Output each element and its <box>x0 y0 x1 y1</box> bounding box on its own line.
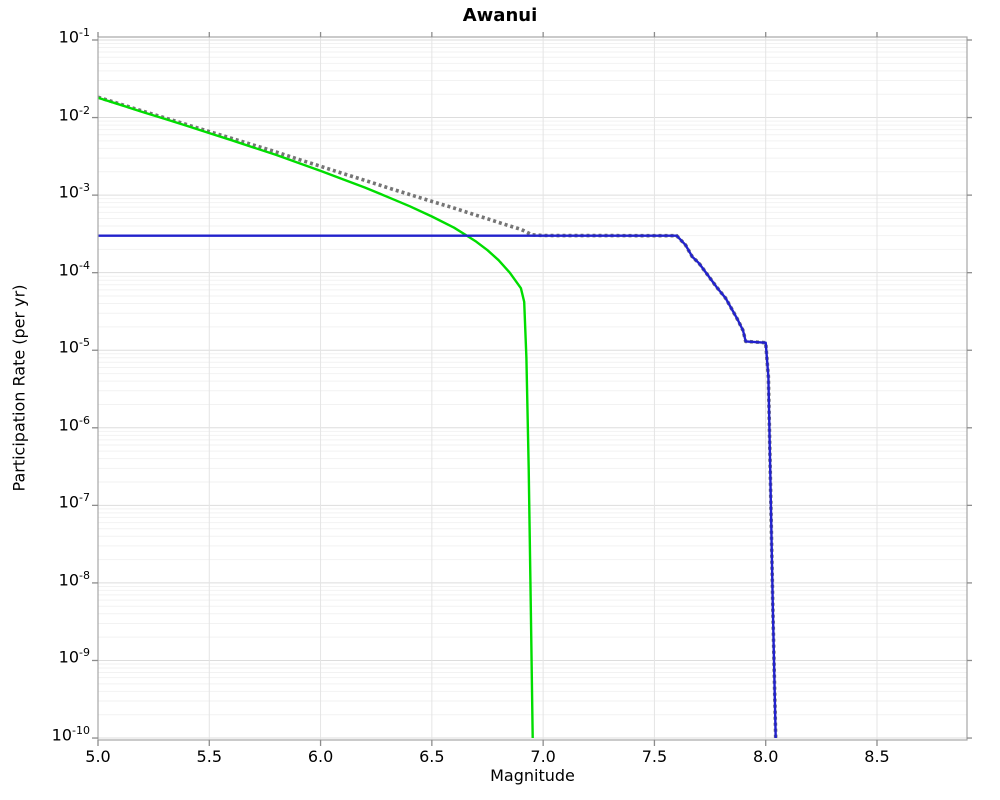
series-gutenberg-richter-green <box>98 96 534 739</box>
y-tick-label: 10-5 <box>58 336 90 357</box>
y-tick-labels: 10-1 10-2 10-3 10-4 10-5 10-6 10-7 10-8 10-9 10-1… <box>0 0 90 800</box>
y-tick-label: 10-7 <box>58 491 90 512</box>
plot-border <box>97 36 968 741</box>
x-tick-label: 6.5 <box>419 747 445 766</box>
y-tick-label: 10-8 <box>58 568 90 590</box>
x-tick-label: 8.0 <box>752 747 779 766</box>
x-tick-label: 6.0 <box>307 747 334 766</box>
x-axis-title: Magnitude <box>490 766 575 785</box>
gridlines-major <box>97 37 967 740</box>
axis-ticks <box>92 32 972 746</box>
y-tick-label: 10-4 <box>58 258 90 279</box>
y-tick-label: 10-6 <box>58 413 90 435</box>
plot-border-rect <box>97 36 968 741</box>
x-tick-label: 8.5 <box>864 747 890 766</box>
y-tick-label: 10-2 <box>58 103 90 124</box>
series-floor-rate-blue <box>98 234 777 739</box>
x-tick-label: 7.5 <box>641 747 668 766</box>
chart-title: Awanui <box>462 5 538 26</box>
y-axis-title: Participation Rate (per yr) <box>9 284 29 492</box>
x-tick-label: 5.0 <box>85 747 111 766</box>
series-total-rate-dotted <box>98 95 778 739</box>
y-tick-label: 10-10 <box>51 724 90 745</box>
y-tick-label: 10-9 <box>58 646 90 667</box>
series-group <box>98 95 778 739</box>
gridlines-minor <box>98 43 967 716</box>
y-tick-label: 10-1 <box>58 26 90 47</box>
y-tick-label: 10-3 <box>58 181 90 202</box>
x-tick-label: 7.0 <box>530 747 556 766</box>
x-tick-label: 5.5 <box>196 747 223 766</box>
